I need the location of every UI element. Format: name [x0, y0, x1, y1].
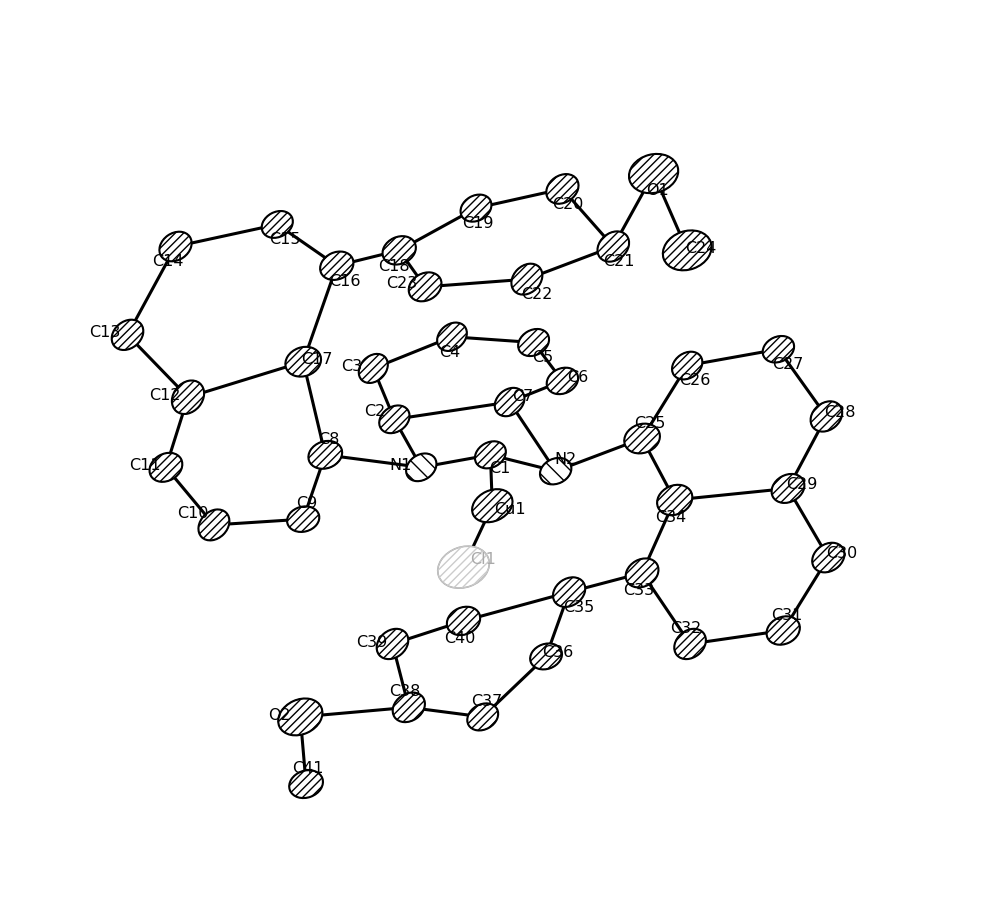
Ellipse shape — [767, 616, 800, 645]
Text: C3: C3 — [342, 359, 363, 374]
Text: O1: O1 — [646, 183, 669, 198]
Ellipse shape — [379, 406, 410, 433]
Ellipse shape — [383, 236, 416, 264]
Text: C10: C10 — [177, 506, 209, 520]
Ellipse shape — [112, 319, 143, 350]
Ellipse shape — [629, 154, 678, 193]
Text: C16: C16 — [329, 273, 360, 289]
Text: C27: C27 — [772, 357, 804, 373]
Ellipse shape — [467, 704, 498, 731]
Ellipse shape — [308, 441, 342, 469]
Text: C23: C23 — [386, 275, 418, 290]
Ellipse shape — [530, 643, 562, 669]
Text: C21: C21 — [603, 254, 635, 270]
Text: N2: N2 — [554, 452, 576, 467]
Ellipse shape — [626, 558, 658, 587]
Text: C29: C29 — [786, 477, 817, 492]
Ellipse shape — [377, 629, 408, 659]
Text: C32: C32 — [671, 621, 702, 636]
Ellipse shape — [320, 252, 353, 280]
Text: C31: C31 — [771, 608, 803, 622]
Ellipse shape — [472, 489, 513, 522]
Text: C15: C15 — [269, 233, 301, 247]
Text: C30: C30 — [826, 547, 857, 561]
Ellipse shape — [495, 388, 524, 416]
Text: C18: C18 — [378, 259, 409, 274]
Text: Cu1: Cu1 — [494, 502, 525, 517]
Ellipse shape — [359, 354, 388, 383]
Text: C1: C1 — [489, 461, 511, 475]
Ellipse shape — [438, 547, 489, 588]
Text: C9: C9 — [296, 496, 318, 511]
Ellipse shape — [172, 381, 204, 414]
Text: C41: C41 — [292, 761, 324, 777]
Text: C20: C20 — [552, 197, 584, 212]
Text: C24: C24 — [685, 241, 716, 256]
Ellipse shape — [812, 543, 844, 573]
Ellipse shape — [437, 323, 467, 351]
Ellipse shape — [540, 458, 571, 484]
Text: O2: O2 — [268, 707, 291, 723]
Ellipse shape — [546, 174, 579, 204]
Text: C33: C33 — [623, 583, 654, 598]
Ellipse shape — [287, 506, 319, 532]
Ellipse shape — [763, 336, 794, 363]
Ellipse shape — [393, 693, 425, 723]
Ellipse shape — [672, 352, 702, 380]
Ellipse shape — [674, 629, 706, 659]
Text: C7: C7 — [512, 389, 534, 404]
Text: C25: C25 — [634, 416, 665, 430]
Text: Cl1: Cl1 — [470, 552, 496, 567]
Text: C40: C40 — [444, 630, 475, 646]
Text: C26: C26 — [679, 373, 711, 389]
Text: C6: C6 — [567, 370, 588, 384]
Text: C8: C8 — [318, 432, 340, 447]
Text: C11: C11 — [129, 458, 161, 473]
Ellipse shape — [663, 230, 712, 271]
Ellipse shape — [285, 347, 321, 377]
Text: C39: C39 — [356, 634, 387, 649]
Text: C37: C37 — [471, 694, 502, 709]
Text: C17: C17 — [301, 353, 332, 367]
Text: C14: C14 — [152, 254, 184, 270]
Ellipse shape — [262, 211, 293, 238]
Text: N1: N1 — [389, 458, 411, 473]
Text: C38: C38 — [389, 685, 421, 699]
Ellipse shape — [597, 232, 629, 262]
Ellipse shape — [447, 607, 480, 635]
Ellipse shape — [657, 484, 692, 515]
Ellipse shape — [406, 454, 436, 481]
Text: C2: C2 — [365, 404, 386, 419]
Ellipse shape — [289, 770, 323, 798]
Text: C36: C36 — [542, 645, 573, 660]
Ellipse shape — [198, 510, 229, 540]
Ellipse shape — [811, 401, 842, 431]
Text: C12: C12 — [149, 388, 181, 403]
Ellipse shape — [150, 453, 182, 482]
Text: C4: C4 — [439, 345, 461, 360]
Text: C22: C22 — [521, 287, 552, 302]
Text: C5: C5 — [533, 350, 554, 365]
Ellipse shape — [475, 441, 506, 468]
Text: C19: C19 — [462, 216, 494, 231]
Text: C35: C35 — [563, 600, 594, 615]
Ellipse shape — [159, 232, 192, 262]
Text: C13: C13 — [89, 326, 120, 340]
Ellipse shape — [772, 474, 804, 503]
Ellipse shape — [461, 195, 491, 222]
Ellipse shape — [278, 698, 322, 735]
Ellipse shape — [518, 329, 549, 356]
Ellipse shape — [553, 577, 585, 607]
Ellipse shape — [547, 368, 578, 394]
Ellipse shape — [409, 272, 442, 301]
Text: C34: C34 — [655, 510, 687, 525]
Ellipse shape — [624, 424, 660, 454]
Ellipse shape — [511, 263, 542, 295]
Text: C28: C28 — [824, 405, 856, 420]
